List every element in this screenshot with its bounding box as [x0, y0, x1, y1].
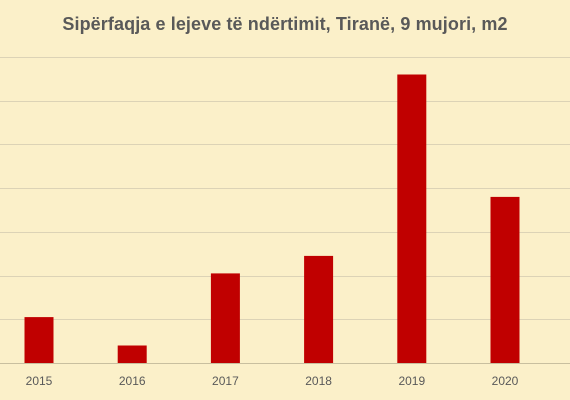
- bars: [24, 74, 520, 363]
- bar-2019: [397, 74, 427, 363]
- bar-2020: [490, 196, 520, 363]
- bar-2015: [24, 317, 54, 363]
- x-tick-label-2015: 2015: [26, 374, 53, 388]
- x-tick-label-2016: 2016: [119, 374, 146, 388]
- bar-2018: [304, 255, 334, 363]
- x-tick-label-2020: 2020: [492, 374, 519, 388]
- x-tick-label-2017: 2017: [212, 374, 239, 388]
- bar-2017: [210, 273, 240, 363]
- x-tick-label-2018: 2018: [305, 374, 332, 388]
- x-tick-labels: 2015 2016 2017 2018 2019 2020: [26, 374, 519, 388]
- chart-title: Sipërfaqja e lejeve të ndërtimit, Tiranë…: [62, 14, 508, 34]
- x-tick-label-2019: 2019: [398, 374, 425, 388]
- gridlines: [0, 57, 570, 320]
- bar-2016: [117, 345, 147, 363]
